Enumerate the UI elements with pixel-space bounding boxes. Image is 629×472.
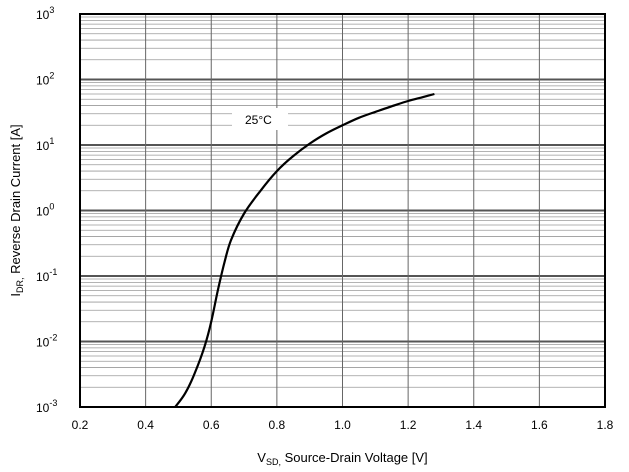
x-tick-label: 1.2 [400,418,417,432]
x-axis-label-main: V [257,450,266,465]
x-tick-label: 1.0 [334,418,351,432]
x-tick-label: 0.2 [72,418,89,432]
x-axis-label-rest: Source-Drain Voltage [V] [281,450,428,465]
y-axis-label-sub: DR, [15,278,25,294]
temperature-annotation: 25°C [245,113,272,127]
y-tick-base: 10 [36,205,50,219]
x-axis-label-sub: SD, [266,457,281,467]
x-tick-label: 1.4 [465,418,482,432]
x-tick-label: 1.8 [597,418,614,432]
y-tick-exponent: -1 [49,267,57,277]
x-axis-label: VSD, Source-Drain Voltage [V] [257,450,427,467]
y-axis-label-rest: Reverse Drain Current [A] [8,124,23,277]
x-tick-label: 1.6 [531,418,548,432]
y-axis-label: IDR, Reverse Drain Current [A] [8,124,25,296]
x-tick-label: 0.8 [269,418,286,432]
y-tick-exponent: -3 [49,398,57,408]
x-tick-labels: 0.2 0.4 0.6 0.8 1.0 1.2 1.4 1.6 1.8 [72,418,614,432]
y-tick-base: 10 [36,401,50,415]
x-tick-label: 0.6 [203,418,220,432]
y-tick-base: 10 [36,139,50,153]
y-tick-base: 10 [36,336,50,350]
y-tick-base: 10 [36,8,50,22]
y-tick-base: 10 [36,74,50,88]
y-tick-exponent: 0 [49,202,54,212]
y-tick-exponent: 2 [49,71,54,81]
y-tick-exponent: 1 [49,136,54,146]
y-tick-exponent: 3 [49,5,54,15]
y-tick-exponent: -2 [49,333,57,343]
y-tick-base: 10 [36,270,50,284]
x-tick-label: 0.4 [137,418,154,432]
